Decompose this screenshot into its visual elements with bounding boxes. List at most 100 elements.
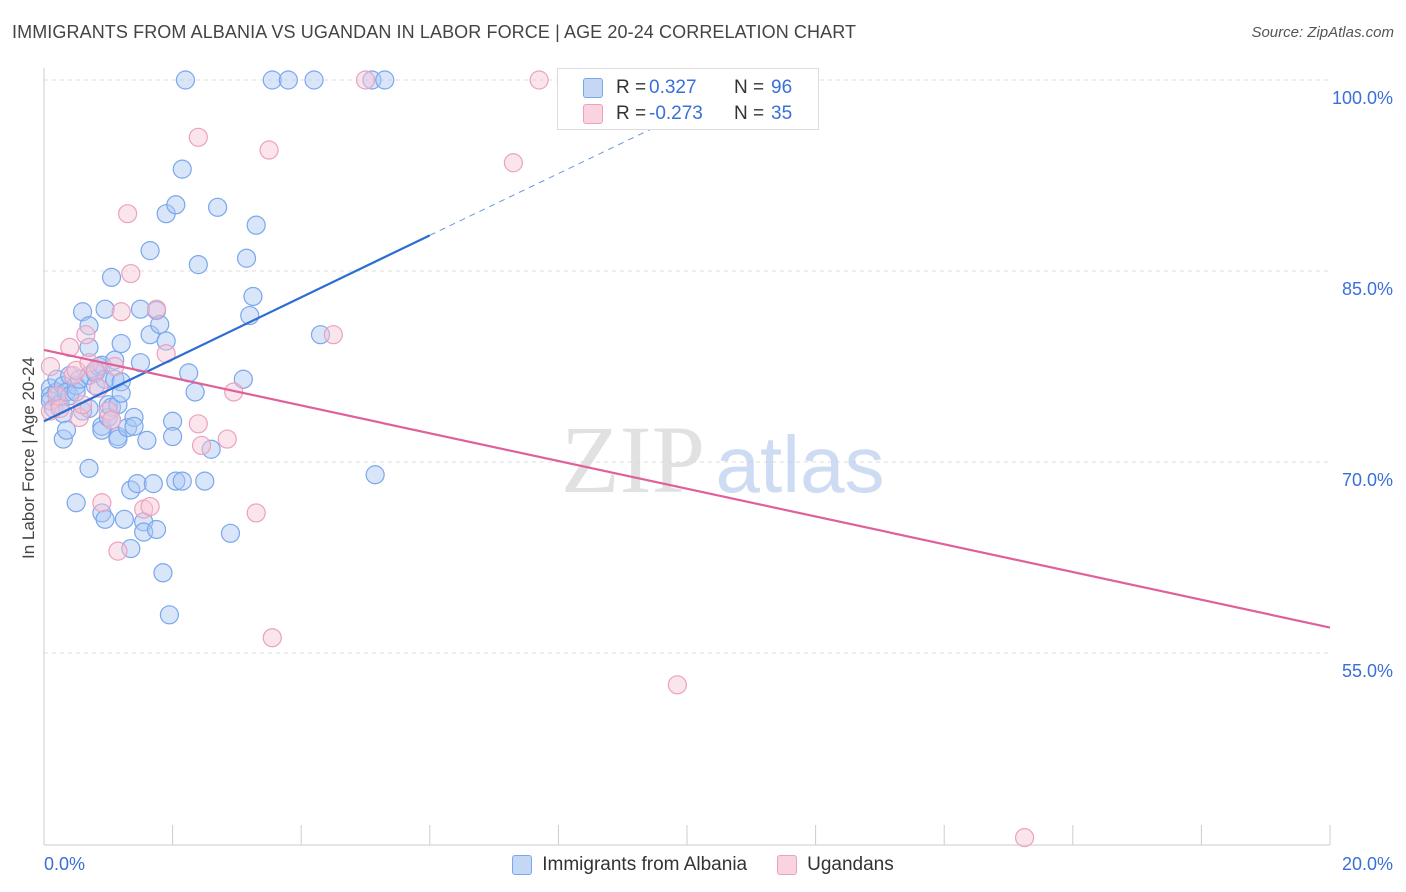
albania-point [79,458,99,478]
albania-point [56,420,77,440]
bottom-legend: Immigrants from Albania Ugandans [0,850,1406,880]
albania-trend-extension [429,111,688,236]
albania-point [166,195,186,215]
albania-point [208,197,228,217]
y-tick-label: 70.0% [1342,470,1393,490]
albania-point [172,471,192,491]
ugandans-point [111,302,131,322]
albania-point [243,286,263,307]
x-tick-label-max: 20.0% [1342,854,1393,874]
ugandans-point [191,435,212,456]
albania-point [236,248,257,268]
y-tick-label: 55.0% [1342,661,1393,681]
axis-labels: 100.0% 85.0% 70.0% 55.0% 0.0% 20.0% [44,88,1393,874]
albania-n-label: N = [734,77,765,98]
ugandans-point [188,127,208,147]
albania-point [117,418,138,438]
ugandans-point [63,365,83,386]
albania-point [72,302,93,322]
albania-point [201,439,221,459]
albania-swatch [583,78,603,98]
albania-point [137,430,157,450]
albania-point [166,471,186,491]
ugandans-point [503,153,523,173]
stats-legend: R = 0.327 N = 96 R = -0.273 N = 35 [557,68,819,130]
legend-label-ugandans: Ugandans [807,854,894,875]
ugandans-point [1014,828,1035,848]
albania-point [124,416,144,436]
albania-point [163,411,183,431]
albania-point [185,382,205,402]
trend-lines [43,111,1331,629]
albania-point [233,369,253,389]
watermark: ZIP atlas [561,406,884,513]
albania-point [95,299,115,319]
albania-point [130,299,151,319]
albania-point [278,70,298,90]
albania-point [153,563,173,583]
albania-point [79,337,99,357]
albania-point [95,509,115,529]
albania-point [365,465,385,485]
albania-point [246,215,266,235]
ugandans-n-value: 35 [771,103,793,124]
albania-point [195,471,215,491]
legend-swatch-albania [512,855,533,875]
y-axis-title: In Labor Force | Age 20-24 [19,357,38,559]
albania-point [146,519,167,540]
ugandans-point [259,140,279,160]
x-tick-label-min: 0.0% [44,854,85,874]
albania-point [188,255,208,275]
y-tick-label: 85.0% [1342,279,1393,299]
ugandans-point [85,360,106,380]
ugandans-point [146,299,167,319]
data-points [40,70,1035,848]
ugandans-point [92,493,112,513]
albania-point [143,474,163,494]
ugandans-trend-line [43,348,1331,629]
ugandans-point [69,407,89,428]
albania-point [159,605,179,625]
albania-point [111,333,131,354]
ugandans-point [121,263,141,284]
albania-point [114,509,134,529]
gridlines [44,79,1330,654]
albania-point [175,70,196,90]
ugandans-point [76,325,96,345]
ugandans-point [246,503,266,523]
albania-point [140,241,160,261]
ugandans-r-label: R = [616,103,647,124]
legend-item-ugandans[interactable]: Ugandans [777,854,894,876]
albania-r-value: 0.327 [649,77,697,98]
albania-point [150,314,170,335]
ugandans-swatch [583,104,603,124]
ugandans-point [667,675,687,695]
ugandans-point [50,398,70,419]
ugandans-point [101,410,122,430]
legend-label-albania: Immigrants from Albania [542,854,748,875]
ugandans-point [40,356,61,377]
ugandans-point [108,541,128,561]
ugandans-n-label: N = [734,103,765,124]
ugandans-point [188,414,208,434]
albania-point [220,523,241,543]
axes [43,68,1331,846]
albania-trend-line [43,234,431,423]
watermark-zip: ZIP [561,406,705,513]
y-tick-label: 100.0% [1332,88,1393,108]
albania-point [101,267,122,287]
chart-title: IMMIGRANTS FROM ALBANIA VS UGANDAN IN LA… [12,22,857,42]
watermark-atlas: atlas [716,420,885,509]
ugandans-point [117,204,138,224]
legend-item-albania[interactable]: Immigrants from Albania [512,854,747,876]
albania-point [262,70,282,90]
chart-source: Source: ZipAtlas.com [1251,24,1394,41]
ugandans-r-value: -0.273 [649,103,703,124]
albania-point [172,159,192,179]
ugandans-point [262,628,282,648]
albania-point [304,70,324,90]
albania-point [127,474,147,494]
legend-swatch-ugandans [777,855,798,875]
albania-point [163,426,183,447]
